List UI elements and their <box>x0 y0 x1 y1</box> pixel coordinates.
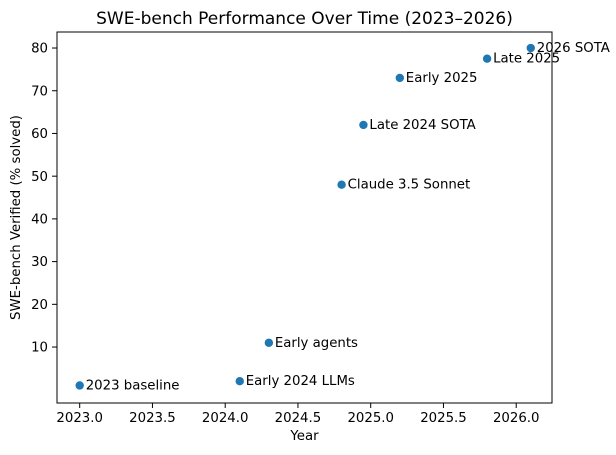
data-point <box>526 43 535 53</box>
point-label: Late 2024 SOTA <box>369 118 475 133</box>
x-tick-label: 2025.5 <box>420 411 467 426</box>
y-tick-label: 60 <box>31 127 48 142</box>
y-tick-label: 80 <box>31 42 48 57</box>
y-tick-label: 10 <box>31 341 48 356</box>
y-axis-label: SWE-bench Verified (% solved) <box>9 115 24 320</box>
data-points <box>75 43 535 390</box>
data-point <box>337 180 346 189</box>
point-label: 2023 baseline <box>86 378 180 393</box>
x-tick-label: 2024.5 <box>275 411 322 426</box>
point-labels: 2023 baseline Early 2024 LLMs Early agents… <box>86 41 610 393</box>
x-axis-label: Year <box>289 429 319 444</box>
point-label: Early agents <box>275 336 358 351</box>
data-point <box>482 54 492 63</box>
point-label: Early 2025 <box>406 71 478 86</box>
x-tick-label: 2026.0 <box>493 411 540 426</box>
y-axis-ticks: 10 20 30 40 50 60 70 80 <box>31 42 57 356</box>
plot-area <box>56 31 553 404</box>
point-label: Late 2025 <box>493 52 560 67</box>
x-tick-label: 2025.0 <box>347 411 394 426</box>
chart-title: SWE-bench Performance Over Time (2023–20… <box>96 9 513 29</box>
point-label: 2026 SOTA <box>537 41 610 56</box>
x-axis-ticks: 2023.0 2023.5 2024.0 2024.5 2025.0 2025.5 2026… <box>56 403 539 426</box>
x-tick-label: 2023.0 <box>56 411 103 426</box>
y-tick-label: 70 <box>31 84 48 99</box>
y-tick-label: 30 <box>31 255 48 270</box>
point-label: Claude 3.5 Sonnet <box>348 178 471 193</box>
y-tick-label: 50 <box>31 170 48 185</box>
data-point <box>395 73 405 83</box>
y-tick-label: 20 <box>31 298 48 313</box>
point-label: Early 2024 LLMs <box>246 374 355 389</box>
x-tick-label: 2023.5 <box>129 411 176 426</box>
data-point <box>75 381 84 390</box>
y-tick-label: 40 <box>31 212 48 227</box>
data-point <box>264 338 274 347</box>
data-point <box>235 377 244 386</box>
x-tick-label: 2024.0 <box>202 411 249 426</box>
data-point <box>359 120 368 130</box>
